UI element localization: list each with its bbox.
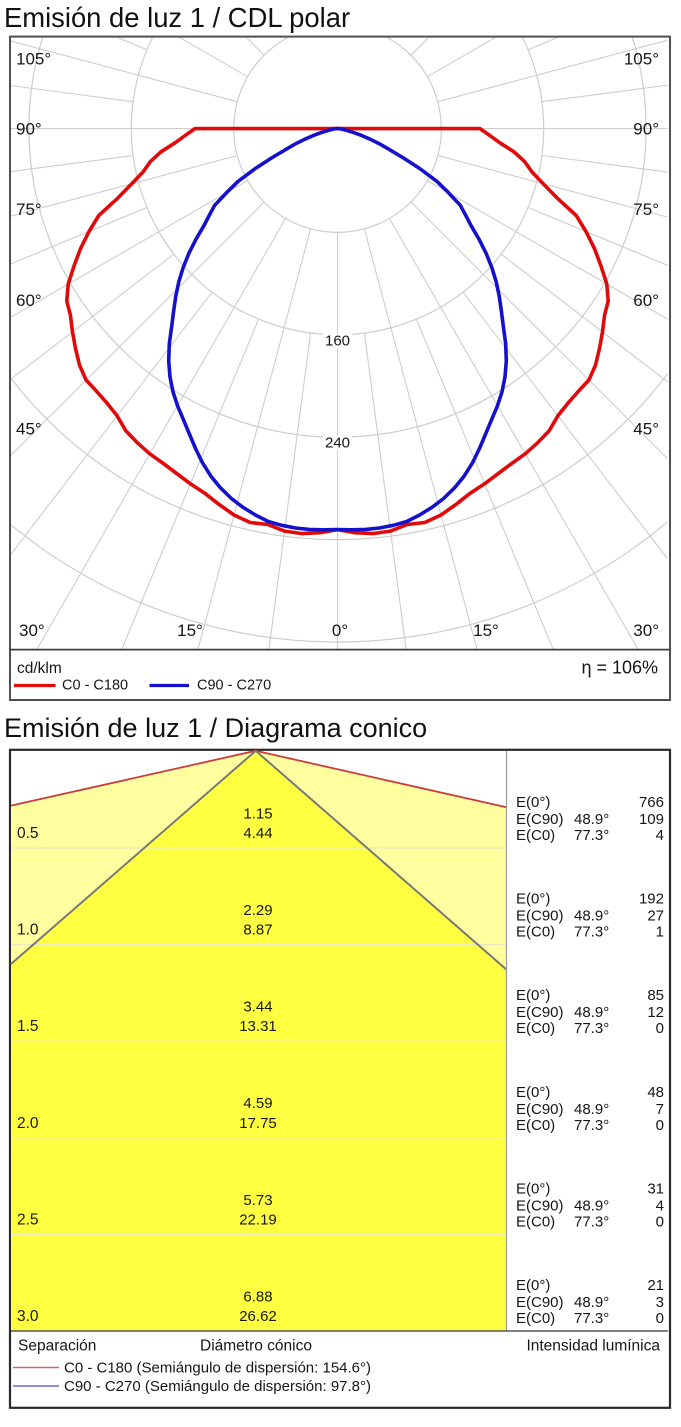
svg-text:C90 - C270: C90 - C270: [197, 678, 271, 694]
svg-text:12: 12: [647, 1004, 664, 1021]
svg-text:6.88: 6.88: [243, 1288, 272, 1305]
svg-text:7: 7: [656, 1101, 664, 1118]
svg-text:26.62: 26.62: [239, 1308, 277, 1325]
svg-text:48.9°: 48.9°: [574, 908, 609, 925]
svg-text:77.3°: 77.3°: [574, 827, 609, 844]
svg-text:15°: 15°: [177, 621, 203, 640]
svg-text:105°: 105°: [16, 50, 51, 69]
svg-text:192: 192: [639, 891, 664, 908]
svg-text:1: 1: [656, 924, 664, 941]
svg-text:4.59: 4.59: [243, 1095, 272, 1112]
svg-text:E(0°): E(0°): [516, 891, 550, 908]
svg-text:0: 0: [656, 1310, 664, 1327]
svg-text:45°: 45°: [16, 419, 42, 438]
svg-text:160: 160: [325, 332, 350, 349]
svg-text:75°: 75°: [16, 200, 42, 219]
svg-text:E(C0): E(C0): [516, 827, 555, 844]
svg-text:90°: 90°: [16, 119, 42, 138]
svg-text:48.9°: 48.9°: [574, 1004, 609, 1021]
svg-text:766: 766: [639, 794, 664, 811]
svg-text:30°: 30°: [633, 621, 659, 640]
svg-text:1.5: 1.5: [17, 1018, 39, 1035]
svg-text:60°: 60°: [16, 291, 42, 310]
svg-text:75°: 75°: [633, 200, 659, 219]
svg-text:1.0: 1.0: [17, 922, 39, 939]
svg-text:8.87: 8.87: [243, 922, 272, 939]
svg-text:3.44: 3.44: [243, 999, 272, 1016]
svg-text:21: 21: [647, 1277, 664, 1294]
svg-text:Intensidad lumínica: Intensidad lumínica: [526, 1338, 660, 1355]
svg-text:15°: 15°: [473, 621, 499, 640]
svg-text:5.73: 5.73: [243, 1192, 272, 1209]
svg-text:2.29: 2.29: [243, 902, 272, 919]
svg-text:240: 240: [325, 435, 350, 452]
svg-text:Diámetro cónico: Diámetro cónico: [200, 1338, 312, 1355]
svg-text:Emisión de luz 1 / Diagrama co: Emisión de luz 1 / Diagrama conico: [4, 713, 427, 743]
svg-text:0: 0: [656, 1020, 664, 1037]
svg-text:E(C0): E(C0): [516, 1310, 555, 1327]
svg-text:77.3°: 77.3°: [574, 1310, 609, 1327]
svg-text:48: 48: [647, 1084, 664, 1101]
svg-text:Emisión de luz 1 / CDL polar: Emisión de luz 1 / CDL polar: [4, 2, 350, 33]
svg-text:E(C90): E(C90): [516, 1197, 564, 1214]
svg-text:27: 27: [647, 908, 664, 925]
svg-text:1.15: 1.15: [243, 805, 272, 822]
svg-text:E(C0): E(C0): [516, 1020, 555, 1037]
svg-text:0: 0: [656, 1213, 664, 1230]
svg-text:C0 - C180: C0 - C180: [62, 678, 128, 694]
svg-text:31: 31: [647, 1180, 664, 1197]
svg-text:17.75: 17.75: [239, 1115, 277, 1132]
svg-text:109: 109: [639, 811, 664, 828]
svg-text:E(0°): E(0°): [516, 1180, 550, 1197]
svg-text:E(0°): E(0°): [516, 794, 550, 811]
svg-text:13.31: 13.31: [239, 1018, 277, 1035]
svg-text:77.3°: 77.3°: [574, 1020, 609, 1037]
svg-text:E(0°): E(0°): [516, 1084, 550, 1101]
svg-text:4: 4: [656, 1197, 664, 1214]
svg-text:90°: 90°: [633, 119, 659, 138]
svg-text:Separación: Separación: [18, 1338, 96, 1355]
svg-text:E(C90): E(C90): [516, 811, 564, 828]
svg-text:48.9°: 48.9°: [574, 811, 609, 828]
svg-text:2.5: 2.5: [17, 1211, 39, 1228]
svg-text:3.0: 3.0: [17, 1308, 39, 1325]
svg-text:0.5: 0.5: [17, 825, 39, 842]
svg-text:E(C0): E(C0): [516, 924, 555, 941]
svg-text:105°: 105°: [624, 50, 659, 69]
svg-text:C0 - C180 (Semiángulo de dispe: C0 - C180 (Semiángulo de dispersión: 154…: [64, 1360, 371, 1377]
svg-text:30°: 30°: [19, 621, 45, 640]
svg-text:0: 0: [656, 1117, 664, 1134]
svg-text:77.3°: 77.3°: [574, 1213, 609, 1230]
svg-text:η = 106%: η = 106%: [581, 658, 658, 678]
svg-text:E(C90): E(C90): [516, 908, 564, 925]
svg-text:E(C90): E(C90): [516, 1101, 564, 1118]
svg-text:60°: 60°: [633, 291, 659, 310]
svg-text:E(C0): E(C0): [516, 1117, 555, 1134]
svg-text:C90 - C270 (Semiángulo de disp: C90 - C270 (Semiángulo de dispersión: 97…: [64, 1378, 371, 1395]
svg-text:E(C0): E(C0): [516, 1213, 555, 1230]
svg-text:48.9°: 48.9°: [574, 1197, 609, 1214]
svg-text:2.0: 2.0: [17, 1115, 39, 1132]
svg-text:85: 85: [647, 987, 664, 1004]
svg-text:4: 4: [656, 827, 664, 844]
svg-text:77.3°: 77.3°: [574, 1117, 609, 1134]
svg-text:E(0°): E(0°): [516, 1277, 550, 1294]
svg-text:48.9°: 48.9°: [574, 1101, 609, 1118]
svg-text:22.19: 22.19: [239, 1211, 277, 1228]
svg-text:77.3°: 77.3°: [574, 924, 609, 941]
svg-text:45°: 45°: [633, 419, 659, 438]
svg-text:3: 3: [656, 1294, 664, 1311]
svg-text:0°: 0°: [332, 621, 348, 640]
svg-text:E(0°): E(0°): [516, 987, 550, 1004]
svg-text:E(C90): E(C90): [516, 1294, 564, 1311]
svg-text:48.9°: 48.9°: [574, 1294, 609, 1311]
svg-text:4.44: 4.44: [243, 825, 272, 842]
svg-text:cd/klm: cd/klm: [17, 660, 62, 677]
svg-text:E(C90): E(C90): [516, 1004, 564, 1021]
